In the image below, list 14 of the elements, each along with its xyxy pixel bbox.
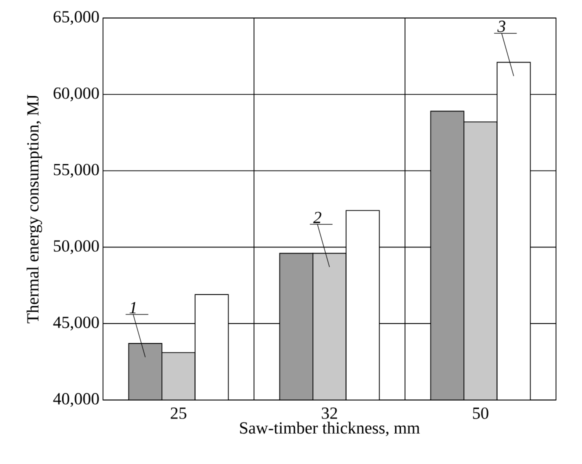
y-tick-label: 50,000	[54, 240, 99, 254]
x-tick-label: 50	[473, 408, 488, 419]
y-tick-label: 40,000	[53, 393, 99, 407]
y-tick-label: 45,000	[53, 316, 99, 331]
y-axis-title: Thermal energy consumption, MJ	[26, 94, 42, 324]
y-tick-label: 55,000	[54, 164, 99, 178]
annotation: 2	[313, 212, 322, 224]
x-tick-label: 32	[322, 408, 338, 419]
annotation: 1	[130, 302, 136, 314]
x-axis-title: Saw-timber thickness, mm	[240, 422, 420, 436]
annotation: 3	[497, 20, 506, 32]
y-tick-label: 65,000	[54, 11, 99, 25]
y-tick-label: 60,000	[54, 87, 99, 102]
x-tick-label: 25	[170, 408, 186, 419]
